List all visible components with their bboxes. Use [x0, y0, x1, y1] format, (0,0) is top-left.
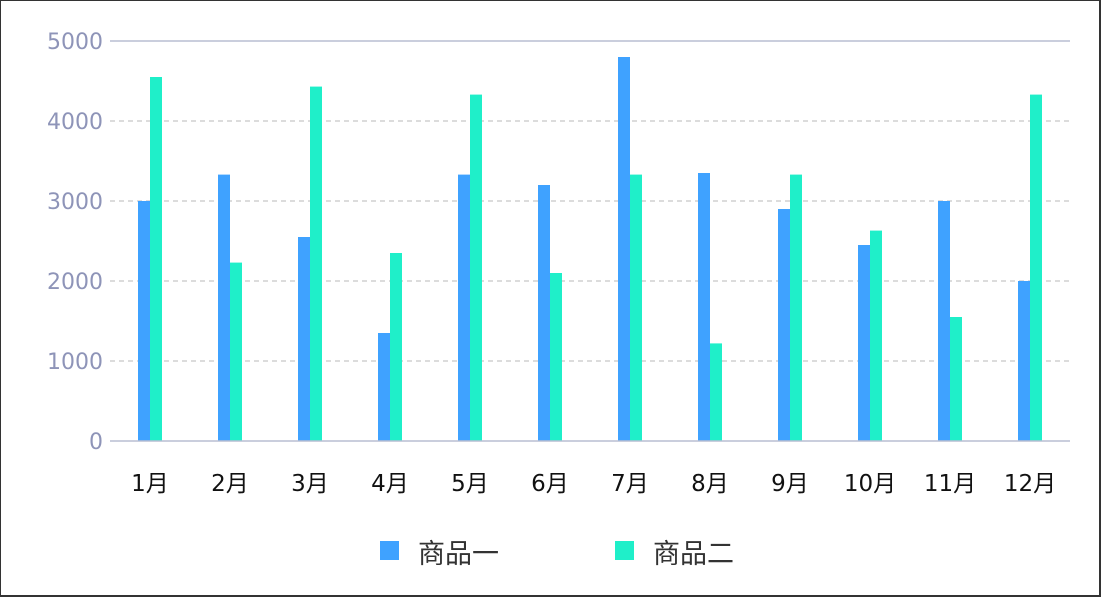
legend-item-series-2[interactable]: 商品二 — [615, 539, 734, 570]
x-tick-label: 11月 — [924, 471, 976, 497]
x-tick-label: 10月 — [844, 471, 896, 497]
bar-series-2-3[interactable] — [310, 86, 322, 441]
bar-series-2-11[interactable] — [950, 317, 962, 441]
x-tick-label: 4月 — [371, 471, 409, 497]
bar-series-2-6[interactable] — [550, 273, 562, 441]
bar-series-1-8[interactable] — [698, 173, 710, 441]
bar-series-1-9[interactable] — [778, 209, 790, 441]
bar-series-2-1[interactable] — [150, 77, 162, 441]
x-tick-label: 6月 — [531, 471, 569, 497]
x-tick-label: 9月 — [771, 471, 809, 497]
legend-item-series-1[interactable]: 商品一 — [380, 539, 499, 570]
bar-series-2-12[interactable] — [1030, 94, 1042, 441]
x-tick-label: 3月 — [291, 471, 329, 497]
bar-series-1-11[interactable] — [938, 201, 950, 441]
y-tick-label: 4000 — [47, 110, 103, 135]
bar-series-1-7[interactable] — [618, 57, 630, 441]
legend-label: 商品二 — [653, 539, 734, 570]
x-axis-ticks: 1月 2月 3月 4月 5月 6月 7月 8月 9月 10月 11月 12月 — [131, 471, 1056, 497]
bar-series-1-4[interactable] — [378, 333, 390, 441]
y-tick-label: 2000 — [47, 270, 103, 295]
bar-series-2-2[interactable] — [230, 262, 242, 441]
x-tick-label: 12月 — [1004, 471, 1056, 497]
bar-series-2-7[interactable] — [630, 174, 642, 441]
bar-series-2-5[interactable] — [470, 94, 482, 441]
x-tick-label: 5月 — [451, 471, 489, 497]
legend-swatch — [615, 541, 634, 560]
legend: 商品一 商品二 — [380, 539, 734, 570]
legend-swatch — [380, 541, 399, 560]
bar-series-1-10[interactable] — [858, 245, 870, 441]
bar-series-1-5[interactable] — [458, 174, 470, 441]
grid-lines — [110, 40, 1070, 362]
bar-series-1-12[interactable] — [1018, 281, 1030, 441]
bar-series-2-4[interactable] — [390, 253, 402, 441]
x-tick-label: 2月 — [211, 471, 249, 497]
x-tick-label: 8月 — [691, 471, 729, 497]
y-tick-label: 3000 — [47, 190, 103, 215]
bar-series-2-9[interactable] — [790, 174, 802, 441]
y-tick-label: 5000 — [47, 30, 103, 55]
y-axis-ticks: 0 1000 2000 3000 4000 5000 — [47, 30, 103, 455]
legend-label: 商品一 — [418, 539, 499, 570]
x-tick-label: 7月 — [611, 471, 649, 497]
bar-series-1-3[interactable] — [298, 237, 310, 441]
bars — [138, 57, 1042, 441]
bar-series-1-2[interactable] — [218, 174, 230, 441]
bar-series-2-8[interactable] — [710, 343, 722, 441]
x-tick-label: 1月 — [131, 471, 169, 497]
bar-series-1-6[interactable] — [538, 185, 550, 441]
bar-series-1-1[interactable] — [138, 201, 150, 441]
y-tick-label: 0 — [89, 430, 103, 455]
y-tick-label: 1000 — [47, 350, 103, 375]
bar-series-2-10[interactable] — [870, 230, 882, 441]
